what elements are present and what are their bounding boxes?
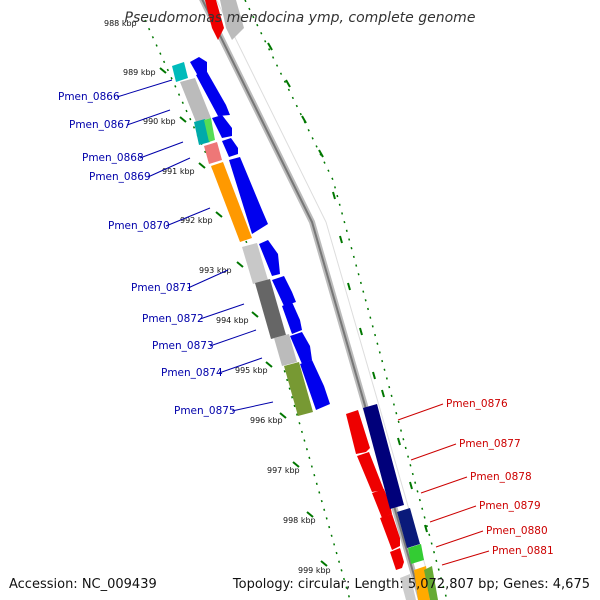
right-leader-lines: [397, 403, 490, 566]
right-gene-track: [363, 404, 438, 600]
left-leader-lines: [116, 79, 274, 412]
gene-block: [204, 118, 215, 142]
reverse-cds-arrows: [346, 410, 404, 570]
cds-feature: [196, 0, 224, 40]
inner-scale-major-ticks: [159, 67, 328, 567]
gene-label: Pmen_0877: [459, 438, 521, 450]
gene-block: [242, 243, 268, 284]
gene-label: Pmen_0881: [492, 545, 554, 557]
forward-cds-arrows: [190, 57, 330, 410]
cds-arrow: [282, 302, 302, 334]
kbp-tick-label: 993 kbp: [199, 266, 232, 275]
gene-block: [408, 544, 424, 564]
gene-block: [255, 279, 286, 339]
gene-label: Pmen_0874: [161, 367, 223, 379]
cds-arrow: [290, 332, 312, 364]
gene-label: Pmen_0866: [58, 91, 120, 103]
kbp-tick-label: 994 kbp: [216, 316, 249, 325]
genome-summary-text: Topology: circular; Length: 5,072,807 bp…: [232, 577, 590, 592]
gene-label: Pmen_0875: [174, 405, 236, 417]
cds-arrow: [357, 452, 384, 492]
cds-arrow: [346, 410, 370, 454]
gene-label: Pmen_0880: [486, 525, 548, 537]
accession-text: Accession: NC_009439: [9, 577, 157, 592]
gene-label: Pmen_0873: [152, 340, 214, 352]
gene-label: Pmen_0876: [446, 398, 508, 410]
gene-label: Pmen_0878: [470, 471, 532, 483]
gene-label: Pmen_0872: [142, 313, 204, 325]
cds-arrow: [196, 70, 230, 116]
gene-block: [397, 508, 420, 548]
gene-label: Pmen_0871: [131, 282, 193, 294]
gene-block: [172, 62, 188, 82]
gene-block: [211, 162, 252, 242]
gene-label: Pmen_0870: [108, 220, 170, 232]
gene-label: Pmen_0867: [69, 119, 131, 131]
kbp-tick-labels: 988 kbp 989 kbp 990 kbp 991 kbp 992 kbp …: [104, 19, 331, 575]
gene-label: Pmen_0868: [82, 152, 144, 164]
cds-feature: [220, 0, 244, 40]
kbp-tick-label: 992 kbp: [180, 216, 213, 225]
gene-label: Pmen_0879: [479, 500, 541, 512]
cds-arrow: [212, 115, 232, 138]
gene-label: Pmen_0869: [89, 171, 151, 183]
cds-arrow: [190, 57, 207, 76]
gene-block: [204, 142, 222, 164]
cds-arrow: [390, 548, 404, 570]
cds-arrow: [300, 360, 330, 410]
left-gene-track: [172, 62, 313, 416]
map-title: Pseudomonas mendocina ymp, complete geno…: [124, 10, 476, 26]
cds-arrow: [259, 240, 280, 276]
cds-arrow: [380, 514, 400, 550]
backbone: [199, 0, 436, 600]
kbp-tick-label: 988 kbp: [104, 19, 137, 28]
gene-block: [363, 404, 404, 509]
kbp-tick-label: 990 kbp: [143, 117, 176, 126]
right-gene-labels: Pmen_0876 Pmen_0877 Pmen_0878 Pmen_0879 …: [446, 398, 554, 557]
cds-arrow: [372, 489, 392, 518]
gene-block: [274, 334, 297, 366]
gene-block: [180, 78, 211, 122]
gene-block: [284, 362, 313, 416]
gene-block: [400, 574, 416, 600]
cds-arrow: [272, 276, 296, 306]
cds-arrow: [229, 157, 268, 234]
kbp-tick-label: 989 kbp: [123, 68, 156, 77]
outer-scale-major-ticks: [267, 42, 428, 533]
kbp-tick-label: 997 kbp: [267, 466, 300, 475]
top-partial-features: [196, 0, 244, 40]
left-gene-labels: Pmen_0866 Pmen_0867 Pmen_0868 Pmen_0869 …: [58, 91, 236, 417]
kbp-tick-label: 998 kbp: [283, 516, 316, 525]
kbp-tick-label: 996 kbp: [250, 416, 283, 425]
kbp-tick-label: 991 kbp: [162, 167, 195, 176]
gene-block: [424, 566, 438, 600]
kbp-tick-label: 999 kbp: [298, 566, 331, 575]
cds-arrow: [222, 138, 238, 157]
inner-scale-line: [144, 19, 351, 600]
kbp-tick-label: 995 kbp: [235, 366, 268, 375]
